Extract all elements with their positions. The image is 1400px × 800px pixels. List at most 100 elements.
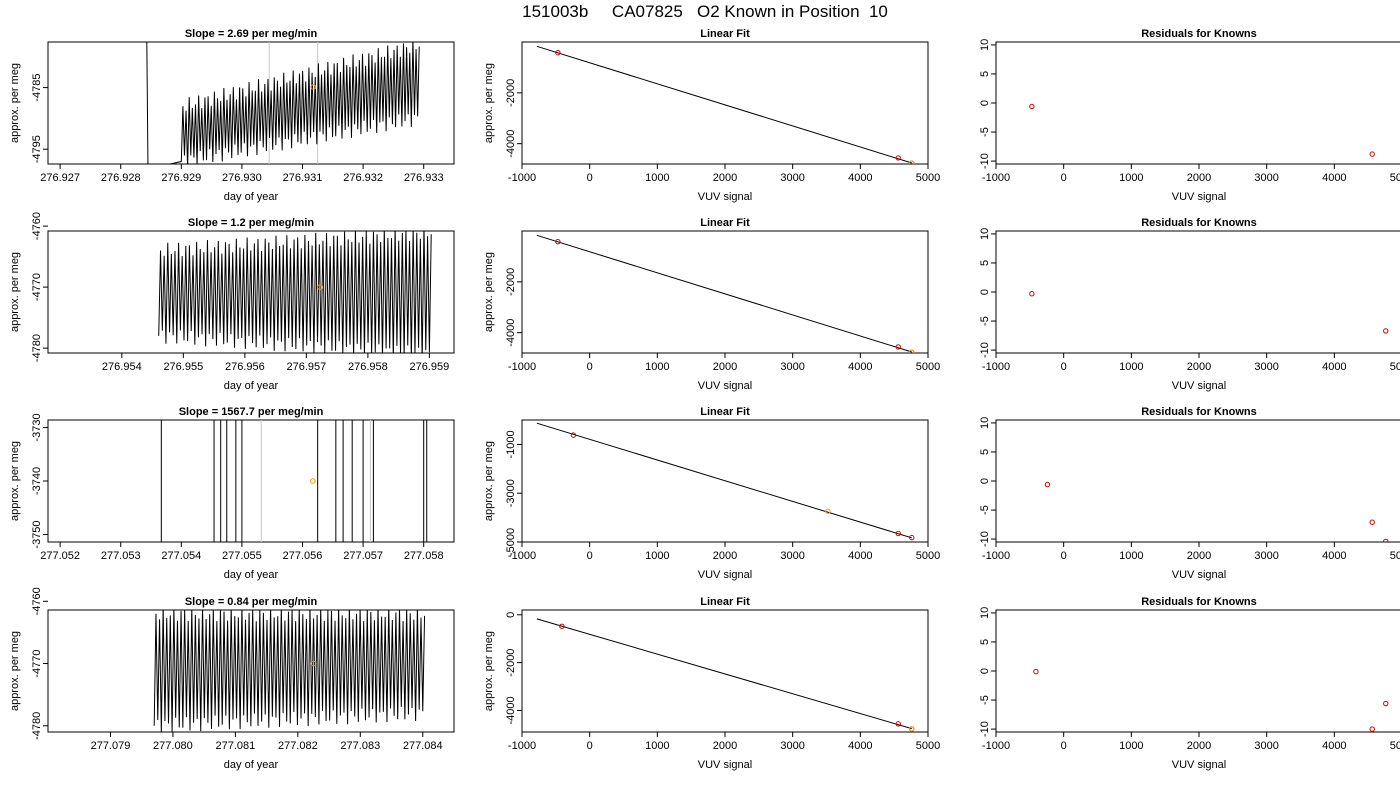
x-tick-label: 277.054 (161, 550, 201, 562)
y-tick-label: -4760 (31, 212, 43, 240)
highlight-point (310, 84, 317, 90)
y-tick-label: 10 (979, 228, 991, 240)
fit-line (536, 234, 912, 353)
y-axis-label: approx. per meg (9, 63, 21, 143)
y-tick-label: -3730 (31, 413, 43, 441)
x-axis-label: VUV signal (1172, 380, 1226, 392)
y-tick-label: 0 (979, 668, 991, 674)
x-tick-label: 5000 (916, 740, 940, 752)
y-tick-label: -3740 (31, 467, 43, 495)
x-tick-label: 2000 (713, 361, 737, 373)
data-point (559, 623, 565, 629)
y-tick-label: 10 (979, 417, 991, 429)
panel-title: Residuals for Knowns (1141, 406, 1257, 418)
x-tick-label: 5000 (1390, 361, 1400, 373)
y-axis-label: approx. per meg (9, 441, 21, 521)
x-tick-label: 5000 (916, 172, 940, 184)
highlight-point (909, 349, 915, 353)
y-tick-label: 10 (979, 39, 991, 51)
x-tick-label: 0 (587, 361, 593, 373)
data-point (1033, 668, 1039, 675)
x-tick-label: 0 (1061, 172, 1067, 184)
x-tick-label: 277.084 (403, 740, 443, 752)
highlight-point (310, 660, 317, 667)
y-tick-label: -4780 (31, 712, 43, 740)
x-tick-label: 276.957 (286, 361, 326, 373)
highlight-point (909, 160, 915, 164)
x-tick-label: 2000 (713, 740, 737, 752)
data-point (1029, 291, 1035, 297)
x-tick-label: 277.080 (153, 740, 193, 752)
y-tick-label: -3750 (31, 520, 43, 548)
data-point (1383, 328, 1389, 334)
y-tick-label: -10 (979, 342, 991, 358)
panel-6: Residuals for Knowns -1000 0 1000 2000 3000 40… (979, 217, 1400, 392)
panel-title: Residuals for Knowns (1141, 217, 1257, 229)
plot-frame (47, 419, 455, 543)
x-tick-label: 0 (587, 550, 593, 562)
x-tick-label: -1000 (982, 172, 1010, 184)
x-tick-label: 4000 (1322, 172, 1346, 184)
plot-area (536, 422, 915, 541)
y-tick-label: -4795 (31, 135, 43, 163)
x-tick-label: 277.083 (340, 740, 380, 752)
x-tick-label: 2000 (1187, 740, 1211, 752)
x-tick-label: 276.955 (163, 361, 203, 373)
x-tick-label: 3000 (1254, 550, 1278, 562)
panel-title: Linear Fit (700, 217, 750, 229)
data-point (1383, 700, 1389, 707)
y-tick-label: -4000 (505, 130, 517, 158)
y-tick-label: -4770 (31, 649, 43, 677)
panel-grid: Slope = 2.69 per meg/min 276.927 276.928 27… (9, 28, 1400, 771)
data-point (895, 721, 901, 727)
x-axis-label: VUV signal (1172, 569, 1226, 581)
y-tick-label: -1000 (505, 430, 517, 458)
x-tick-label: -1000 (982, 550, 1010, 562)
x-tick-label: 5000 (1390, 172, 1400, 184)
highlight-point (825, 508, 831, 514)
y-tick-label: -2000 (505, 268, 517, 296)
x-tick-label: 0 (587, 740, 593, 752)
x-axis-label: VUV signal (698, 759, 752, 771)
data-point (1369, 151, 1375, 157)
x-tick-label: 1000 (645, 361, 669, 373)
x-tick-label: 277.056 (283, 550, 323, 562)
x-tick-label: 4000 (1322, 740, 1346, 752)
y-tick-label: 5 (979, 449, 991, 455)
x-axis-label: day of year (224, 191, 279, 203)
panel-title: Linear Fit (700, 406, 750, 418)
panel-3: Residuals for Knowns -1000 0 1000 2000 3000 40… (979, 28, 1400, 203)
plot-frame (47, 41, 455, 165)
x-tick-label: 5000 (916, 361, 940, 373)
x-tick-label: 276.933 (404, 172, 444, 184)
fit-line (536, 422, 912, 539)
x-axis-label: VUV signal (1172, 191, 1226, 203)
plot-area (146, 42, 420, 164)
y-tick-label: -5000 (505, 528, 517, 556)
panel-title: Slope = 2.69 per meg/min (185, 28, 318, 40)
y-axis-label: approx. per meg (9, 631, 21, 711)
x-tick-label: 2000 (1187, 172, 1211, 184)
y-axis-label: approx. per meg (483, 63, 495, 143)
data-point (895, 344, 901, 350)
y-tick-label: 0 (979, 100, 991, 106)
plot-area (536, 618, 915, 732)
panel-title: Slope = 0.84 per meg/min (185, 596, 318, 608)
plot-frame (995, 419, 1400, 543)
x-tick-label: 2000 (713, 550, 737, 562)
y-tick-label: 5 (979, 260, 991, 266)
data-point (570, 432, 577, 438)
y-tick-label: -4760 (31, 587, 43, 615)
x-tick-label: 277.058 (404, 550, 444, 562)
panel-4: Slope = 1.2 per meg/min 276.954 276.955 276… (9, 212, 455, 392)
x-tick-label: 4000 (1322, 361, 1346, 373)
y-tick-label: -10 (979, 531, 991, 547)
fit-line (536, 618, 912, 730)
plot-area (1029, 291, 1389, 334)
x-tick-label: 1000 (1119, 172, 1143, 184)
panel-10: Slope = 0.84 per meg/min 277.079 277.080 27… (9, 587, 455, 771)
x-tick-label: 2000 (713, 172, 737, 184)
x-tick-label: 3000 (780, 361, 804, 373)
plot-area (1033, 668, 1389, 732)
